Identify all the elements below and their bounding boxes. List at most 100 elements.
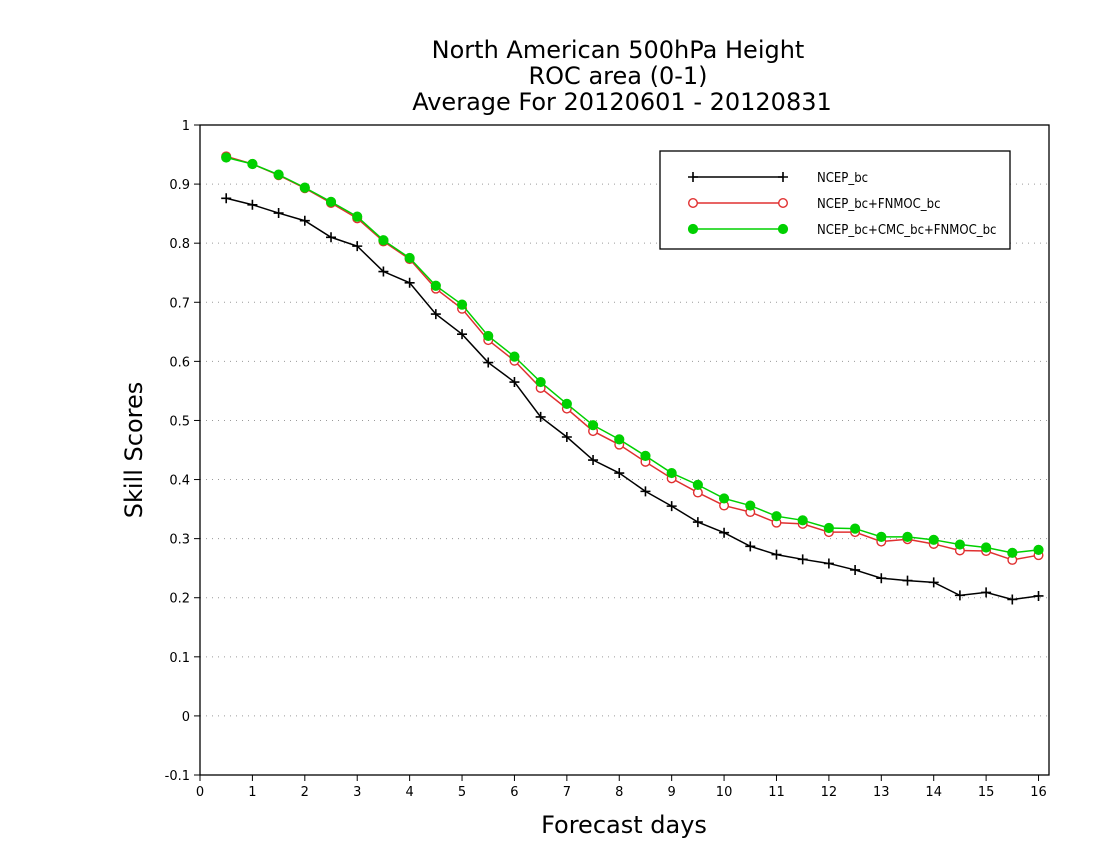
legend-entry: NCEP_bc+CMC_bc+FNMOC_bc [687, 223, 996, 238]
data-point [1033, 590, 1044, 601]
data-point [247, 199, 258, 210]
x-tick-label: 14 [925, 785, 942, 800]
x-tick-label: 2 [301, 785, 309, 800]
x-tick-label: 5 [458, 785, 466, 800]
data-point [902, 575, 913, 586]
series-1 [221, 193, 1044, 605]
data-point [325, 196, 337, 207]
data-point [688, 172, 698, 182]
y-tick-label: 0.5 [169, 414, 190, 429]
data-point [719, 527, 730, 538]
data-point [378, 266, 389, 277]
data-point [640, 486, 651, 497]
data-point [326, 232, 337, 243]
data-point [273, 169, 284, 180]
data-point [640, 450, 651, 462]
x-tick-label: 16 [1030, 785, 1047, 800]
data-point [456, 299, 468, 310]
data-point [221, 193, 232, 204]
y-tick-label: 0.8 [169, 237, 190, 252]
legend-label: NCEP_bc [817, 171, 868, 186]
data-point [483, 330, 494, 342]
data-point [778, 197, 789, 208]
data-point [247, 158, 258, 170]
data-point [692, 517, 703, 528]
data-point [981, 542, 992, 553]
data-point [777, 223, 789, 235]
data-point [876, 531, 887, 542]
data-point [688, 197, 699, 208]
x-tick-label: 11 [768, 785, 785, 800]
x-tick-label: 6 [510, 785, 518, 800]
series-3 [221, 152, 1044, 558]
data-point [561, 398, 572, 410]
data-point [457, 329, 468, 340]
data-point [299, 215, 310, 226]
data-point [666, 467, 677, 479]
data-point [561, 432, 572, 442]
legend-label: NCEP_bc+FNMOC_bc [817, 197, 941, 212]
y-tick-label: 0.6 [169, 355, 190, 370]
y-tick-label: 0.2 [169, 592, 190, 607]
data-point [299, 182, 310, 193]
data-point [430, 309, 441, 320]
title-line-3: Average For 20120601 - 20120831 [412, 88, 832, 116]
data-point [771, 549, 782, 560]
data-point [614, 468, 625, 479]
title-line-1: North American 500hPa Height [432, 36, 805, 64]
x-tick-label: 4 [405, 785, 413, 800]
y-tick-label: 0 [182, 710, 190, 725]
data-point [771, 511, 782, 522]
series-line [226, 197, 1039, 601]
y-tick-label: 0.7 [169, 296, 190, 311]
chart-title: North American 500hPa Height ROC area (0… [412, 36, 832, 116]
data-point [823, 558, 834, 569]
title-line-2: ROC area (0-1) [528, 62, 707, 90]
data-point [483, 357, 494, 368]
x-tick-label: 1 [248, 785, 256, 800]
data-point [981, 587, 992, 598]
data-point [1033, 544, 1044, 555]
data-point [954, 539, 966, 550]
y-axis-ticks: -0.1 0 0.1 0.2 0.3 0.4 0.5 0.6 0.7 0.8 0.9 1 [165, 119, 200, 784]
legend-box [659, 150, 1011, 250]
x-tick-label: 7 [563, 785, 571, 800]
data-point [588, 455, 599, 466]
x-axis-label: Forecast days [541, 811, 707, 839]
x-tick-label: 0 [196, 785, 204, 800]
data-point [352, 241, 363, 252]
data-point [221, 152, 232, 163]
y-axis-label: Skill Scores [120, 382, 148, 519]
data-point [823, 522, 834, 534]
data-point [745, 500, 756, 511]
y-tick-label: -0.1 [165, 769, 190, 784]
data-point [1007, 594, 1018, 605]
data-point [876, 573, 887, 584]
data-point [692, 479, 703, 490]
x-axis-ticks: 0 1 2 3 4 5 6 7 8 9 10 11 12 13 14 15 16 [196, 775, 1047, 800]
data-point [404, 252, 415, 264]
data-point [928, 534, 939, 545]
x-tick-label: 8 [615, 785, 623, 800]
data-point [509, 351, 520, 362]
data-point [430, 280, 441, 291]
data-point [587, 420, 599, 431]
x-tick-label: 10 [716, 785, 733, 800]
y-tick-label: 0.4 [169, 474, 190, 489]
data-point [902, 531, 913, 542]
data-point [797, 554, 808, 565]
data-point [687, 223, 699, 235]
data-point [378, 235, 389, 246]
y-tick-label: 0.9 [169, 178, 190, 193]
x-tick-label: 13 [873, 785, 890, 800]
y-tick-label: 0.1 [169, 651, 190, 666]
data-point [273, 208, 284, 219]
legend-label: NCEP_bc+CMC_bc+FNMOC_bc [817, 223, 996, 238]
data-point [797, 515, 808, 526]
y-tick-label: 1 [182, 119, 190, 134]
data-point [535, 376, 546, 388]
legend-entry: NCEP_bc+FNMOC_bc [688, 197, 941, 212]
data-point [850, 564, 861, 575]
data-point [745, 541, 756, 552]
